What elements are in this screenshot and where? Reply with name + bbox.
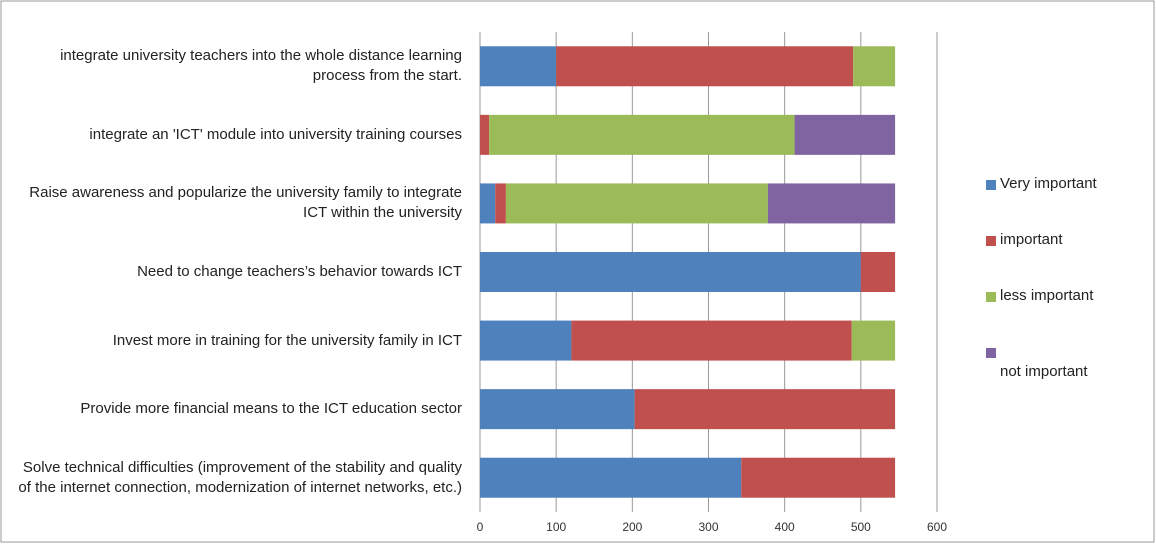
- bar-segment: [767, 183, 896, 224]
- category-label: Invest more in training for the universi…: [112, 331, 462, 349]
- category-label: integrate an 'ICT' module into universit…: [89, 125, 462, 143]
- x-tick-label: 400: [775, 520, 795, 534]
- bar-segment: [480, 320, 572, 361]
- category-label: integrate university teachers into the w…: [60, 47, 462, 85]
- x-tick-label: 0: [477, 520, 484, 534]
- bar-segment: [853, 46, 896, 87]
- legend-label: less important: [1000, 287, 1094, 304]
- x-tick-label: 100: [546, 520, 566, 534]
- x-tick-label: 200: [622, 520, 642, 534]
- category-label: Provide more financial means to the ICT …: [80, 400, 462, 418]
- legend-swatch: [986, 236, 996, 246]
- bar-segment: [794, 114, 896, 155]
- bar-segment: [741, 457, 896, 498]
- legend-label: important: [1000, 231, 1063, 248]
- x-tick-label: 500: [851, 520, 871, 534]
- bar-segment: [851, 320, 896, 361]
- bar-segment: [860, 252, 896, 292]
- bar-segment: [634, 389, 896, 430]
- x-tick-label: 300: [698, 520, 718, 534]
- bar-segment: [495, 183, 506, 224]
- legend-swatch: [986, 348, 996, 358]
- category-label: Solve technical difficulties (improvemen…: [18, 458, 462, 496]
- x-tick-label: 600: [927, 520, 947, 534]
- category-label: Need to change teachers’s behavior towar…: [137, 263, 462, 280]
- legend-swatch: [986, 180, 996, 190]
- bar-segment: [571, 320, 852, 361]
- legend-label: not important: [1000, 363, 1088, 380]
- bar-segment: [480, 252, 861, 292]
- legend-label: Very important: [1000, 175, 1097, 192]
- bar-segment: [480, 183, 496, 224]
- bar-segment: [489, 114, 795, 155]
- category-label: Raise awareness and popularize the unive…: [29, 184, 462, 222]
- bar-segment: [480, 389, 635, 430]
- bar-segment: [556, 46, 854, 87]
- legend-swatch: [986, 292, 996, 302]
- bar-segment: [480, 457, 742, 498]
- bar-segment: [480, 114, 490, 155]
- bar-segment: [505, 183, 768, 224]
- bar-segment: [480, 46, 557, 87]
